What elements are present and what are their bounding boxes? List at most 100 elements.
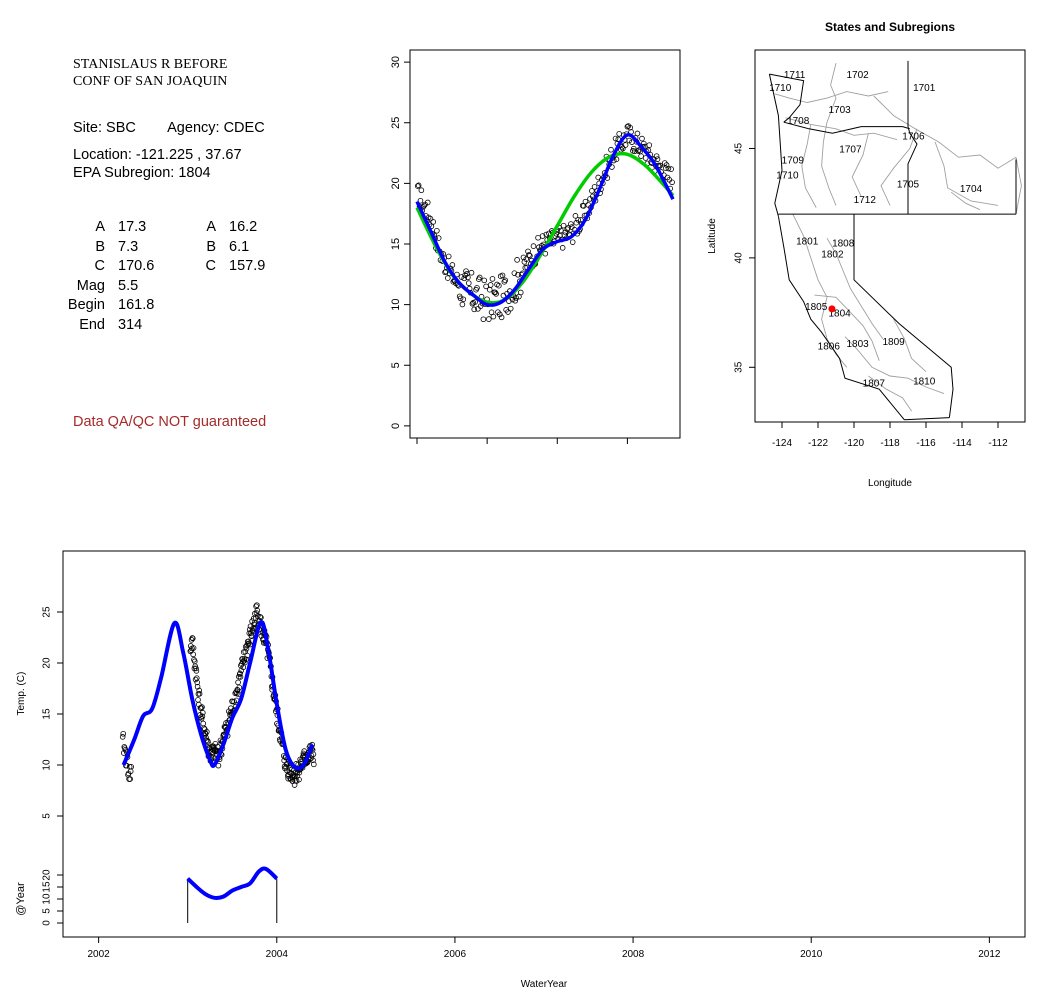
observation-point xyxy=(190,645,197,651)
observation-point xyxy=(193,665,199,672)
y-axis-label: Temp. (C) xyxy=(16,672,27,716)
observation-point xyxy=(535,234,541,241)
observation-point xyxy=(612,135,619,142)
observation-point xyxy=(523,256,530,262)
site-code: SBC xyxy=(106,120,136,136)
observation-point xyxy=(641,140,647,147)
observation-point xyxy=(257,614,263,620)
subregion-map: States and Subregions 1711 1702 1701 1710 170… xyxy=(707,20,1026,489)
observation-point xyxy=(445,275,451,281)
y-tick-label: 20 xyxy=(42,657,53,669)
coefficient-key: Begin xyxy=(67,297,105,313)
observation-point xyxy=(496,311,503,318)
observation-point xyxy=(192,676,199,683)
x-tick-label: 2004 xyxy=(266,949,289,960)
subregion-boundary xyxy=(873,95,1017,169)
subregion-boundary xyxy=(785,117,898,141)
observation-point xyxy=(254,607,261,614)
observation-point xyxy=(246,626,253,633)
coefficient-value-2 xyxy=(229,277,307,297)
y-tick-label: 10 xyxy=(42,759,53,771)
map-geometry: 1711 1702 1701 1710 1703 1708 1706 1707 1709 1710… xyxy=(768,60,1022,421)
x-tick-label: 100 xyxy=(478,449,496,450)
subregion-label: 1808 xyxy=(832,239,855,250)
observation-point xyxy=(654,156,661,162)
y-axis-label: Latitude xyxy=(707,218,718,254)
coefficient-value: 7.3 xyxy=(118,238,139,255)
observation-point xyxy=(565,225,571,231)
observation-point xyxy=(311,761,317,768)
y-tick-label: 5 xyxy=(42,813,53,819)
observation-point xyxy=(196,687,202,694)
state-boundary xyxy=(769,73,805,123)
y2-tick-label: 10 xyxy=(42,893,53,905)
observation-point xyxy=(245,638,252,645)
subregion-boundary xyxy=(851,133,869,197)
coefficient-table: A 17.3 A 16.2 B 7.3 B 6.1 C 170.6 C 157.9 Mag 5.5 Begi… xyxy=(60,218,307,335)
observation-point xyxy=(237,674,244,680)
subregion-boundary xyxy=(844,336,945,395)
observation-point xyxy=(669,179,675,186)
subregion-label: 1805 xyxy=(805,302,828,313)
observation-point xyxy=(662,165,669,171)
subregion-line: EPA Subregion: 1804 xyxy=(73,164,211,182)
observation-point xyxy=(194,679,200,686)
coefficient-key: B xyxy=(95,238,105,255)
observation-point xyxy=(204,728,210,735)
y2-tick-label: 5 xyxy=(42,908,53,914)
observation-point xyxy=(194,683,201,690)
observation-point xyxy=(461,275,468,282)
state-boundary xyxy=(783,121,910,134)
observation-point xyxy=(460,296,467,303)
observation-point xyxy=(665,165,672,172)
state-boundary xyxy=(907,60,918,215)
coefficient-value: 314 xyxy=(118,316,143,333)
coefficient-key-2 xyxy=(196,277,229,297)
coefficient-row: End 314 xyxy=(60,316,307,336)
observation-point xyxy=(248,633,255,640)
observation-point xyxy=(457,295,464,302)
observation-points xyxy=(414,123,675,323)
observation-point xyxy=(559,245,566,251)
observation-point xyxy=(449,262,456,268)
observation-point xyxy=(517,289,524,296)
y2-axis-label: @Year xyxy=(15,882,27,916)
observation-point xyxy=(481,277,488,284)
observation-point xyxy=(560,222,567,229)
x-tick-label: 2012 xyxy=(978,949,1001,960)
observation-point xyxy=(613,156,620,163)
observation-point xyxy=(499,272,506,279)
x-axis-label: WaterYear xyxy=(521,979,568,990)
observation-point xyxy=(253,610,260,616)
subregion-value: 1804 xyxy=(178,165,211,181)
observation-point xyxy=(476,274,483,281)
subregion-label: 1804 xyxy=(828,309,851,320)
observation-point xyxy=(236,684,243,691)
subregion-boundary xyxy=(880,128,918,206)
fit-line xyxy=(121,620,315,771)
subregion-label: 1712 xyxy=(854,195,877,206)
coefficient-value-2 xyxy=(229,316,307,336)
observation-point xyxy=(527,252,533,259)
subregion-label: 1803 xyxy=(846,339,869,350)
observation-point xyxy=(543,231,550,238)
x-tick-label: 2006 xyxy=(444,949,467,960)
observation-point xyxy=(254,602,260,608)
subregion-label: EPA Subregion: xyxy=(73,165,175,181)
observation-point xyxy=(421,202,427,209)
observation-point xyxy=(199,704,205,710)
coefficient-value-2 xyxy=(229,296,307,316)
observation-point xyxy=(127,776,133,782)
coefficient-row: B 7.3 B 6.1 xyxy=(60,238,307,258)
observation-point xyxy=(622,142,629,148)
x-tick-label: -118 xyxy=(880,438,900,449)
coefficient-key: End xyxy=(79,316,105,333)
observation-point xyxy=(200,720,207,727)
observation-point xyxy=(242,659,248,666)
observation-point xyxy=(445,253,452,260)
coefficient-value-2: 16.2 xyxy=(229,219,258,235)
y-tick-label: 30 xyxy=(390,56,402,68)
observation-point xyxy=(526,252,532,258)
subregion-boundary xyxy=(868,375,912,412)
x-tick-label: -116 xyxy=(916,438,936,449)
